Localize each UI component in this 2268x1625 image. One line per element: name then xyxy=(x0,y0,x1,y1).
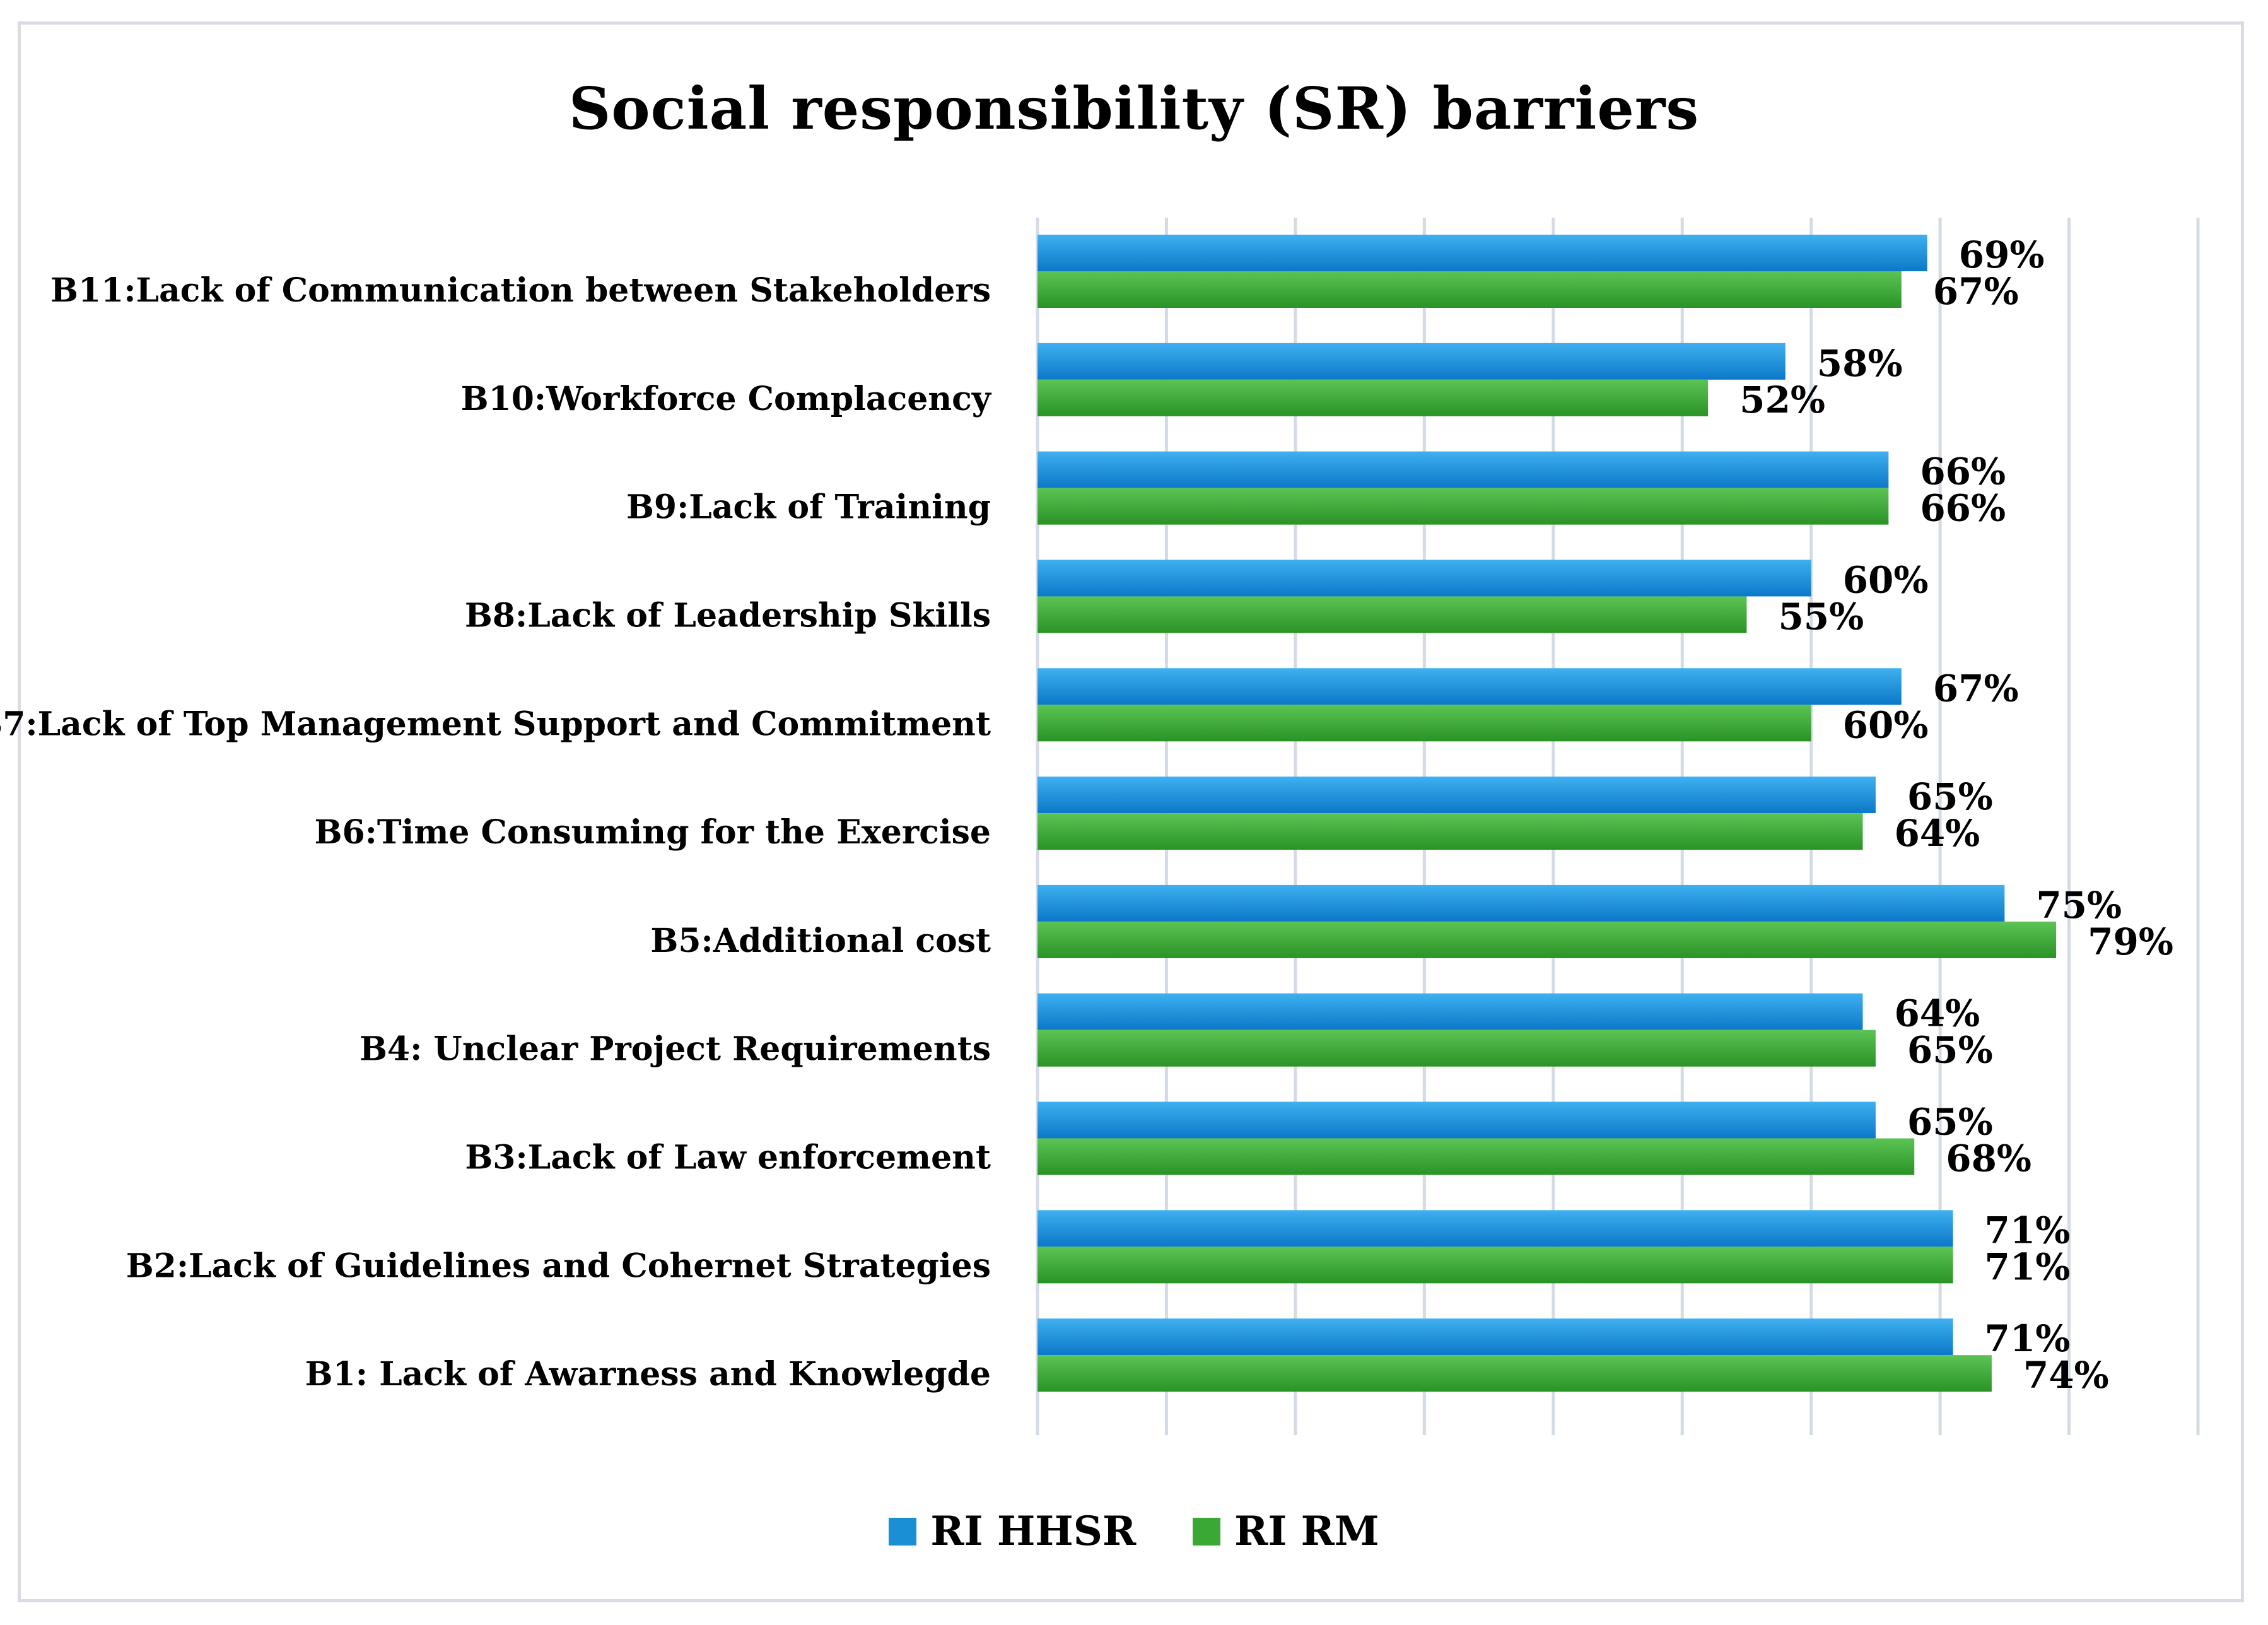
category-7-label: B7:Lack of Top Management Support and Co… xyxy=(0,705,991,743)
bar-ri-rm-category-9 xyxy=(1038,488,1889,525)
bar-ri-hhsr-category-9 xyxy=(1038,451,1889,488)
data-label-ri-rm-category-8: 55% xyxy=(1778,595,1864,638)
bar-ri-hhsr-category-11 xyxy=(1038,235,1927,271)
bar-ri-hhsr-category-5 xyxy=(1038,884,2005,922)
bar-ri-rm-category-11 xyxy=(1038,271,1902,308)
data-label-ri-rm-category-2: 71% xyxy=(1985,1245,2071,1288)
data-label-ri-hhsr-category-9: 66% xyxy=(1920,450,2006,493)
data-label-ri-rm-category-6: 64% xyxy=(1894,812,1980,855)
data-label-ri-hhsr-category-6: 65% xyxy=(1907,775,1993,818)
bar-ri-hhsr-category-7 xyxy=(1038,668,1902,705)
bar-ri-rm-category-2 xyxy=(1038,1247,1953,1284)
category-9-label: B9:Lack of Training xyxy=(626,488,991,527)
legend-item-ri-hhsr: RI HHSR xyxy=(889,1508,1136,1555)
bar-ri-rm-category-4 xyxy=(1038,1030,1876,1067)
legend-swatch-ri-rm xyxy=(1193,1517,1221,1546)
category-1-label: B1: Lack of Awarness and Knowlegde xyxy=(305,1355,991,1393)
data-label-ri-rm-category-10: 52% xyxy=(1739,378,1825,421)
bar-ri-rm-category-1 xyxy=(1038,1355,1992,1392)
bar-ri-hhsr-category-10 xyxy=(1038,343,1786,380)
legend-label-ri-hhsr: RI HHSR xyxy=(930,1508,1137,1555)
category-10-label: B10:Workforce Complacency xyxy=(461,380,992,418)
data-label-ri-rm-category-4: 65% xyxy=(1907,1029,1993,1072)
bar-ri-hhsr-category-3 xyxy=(1038,1101,1876,1139)
legend-swatch-ri-hhsr xyxy=(889,1517,917,1546)
data-label-ri-hhsr-category-11: 69% xyxy=(1959,233,2045,276)
data-label-ri-hhsr-category-8: 60% xyxy=(1843,558,1929,601)
data-label-ri-rm-category-3: 68% xyxy=(1946,1137,2031,1180)
bar-ri-rm-category-7 xyxy=(1038,705,1811,742)
data-label-ri-hhsr-category-2: 71% xyxy=(1985,1209,2071,1252)
data-label-ri-hhsr-category-10: 58% xyxy=(1817,342,1903,385)
data-label-ri-hhsr-category-5: 75% xyxy=(2036,884,2122,927)
chart-title: Social responsibility (SR) barriers xyxy=(568,74,1700,143)
bar-ri-hhsr-category-4 xyxy=(1038,993,1863,1030)
category-11-label: B11:Lack of Communication between Stakeh… xyxy=(50,271,991,310)
bar-ri-rm-category-10 xyxy=(1038,379,1709,416)
category-2-label: B2:Lack of Guidelines and Cohernet Strat… xyxy=(126,1247,991,1285)
data-label-ri-hhsr-category-1: 71% xyxy=(1985,1317,2071,1360)
category-6-label: B6:Time Consuming for the Exercise xyxy=(315,813,991,852)
legend: RI HHSR RI RM xyxy=(0,1508,2268,1555)
data-label-ri-rm-category-1: 74% xyxy=(2023,1354,2109,1397)
legend-label-ri-rm: RI RM xyxy=(1234,1508,1379,1555)
labels: B11:Lack of Communication between Stakeh… xyxy=(0,233,2173,1397)
legend-item-ri-rm: RI RM xyxy=(1193,1508,1379,1555)
data-label-ri-hhsr-category-7: 67% xyxy=(1933,667,2019,710)
bar-ri-rm-category-5 xyxy=(1038,921,2057,958)
bar-ri-hhsr-category-8 xyxy=(1038,560,1811,597)
bar-ri-rm-category-3 xyxy=(1038,1138,1915,1175)
category-5-label: B5:Additional cost xyxy=(650,922,991,960)
data-label-ri-rm-category-5: 79% xyxy=(2088,920,2173,963)
category-4-label: B4: Unclear Project Requirements xyxy=(359,1030,991,1069)
category-8-label: B8:Lack of Leadership Skills xyxy=(465,596,991,635)
bar-ri-hhsr-category-6 xyxy=(1038,777,1876,814)
data-label-ri-rm-category-9: 66% xyxy=(1920,487,2006,530)
bars xyxy=(1038,235,2057,1392)
data-label-ri-rm-category-11: 67% xyxy=(1933,270,2019,313)
bar-ri-hhsr-category-2 xyxy=(1038,1210,1953,1247)
data-label-ri-rm-category-7: 60% xyxy=(1843,703,1929,746)
data-label-ri-hhsr-category-3: 65% xyxy=(1907,1101,1993,1144)
bar-ri-rm-category-6 xyxy=(1038,813,1863,850)
category-3-label: B3:Lack of Law enforcement xyxy=(465,1139,991,1177)
bar-ri-rm-category-8 xyxy=(1038,596,1747,633)
data-label-ri-hhsr-category-4: 64% xyxy=(1894,992,1980,1035)
bar-ri-hhsr-category-1 xyxy=(1038,1318,1953,1356)
